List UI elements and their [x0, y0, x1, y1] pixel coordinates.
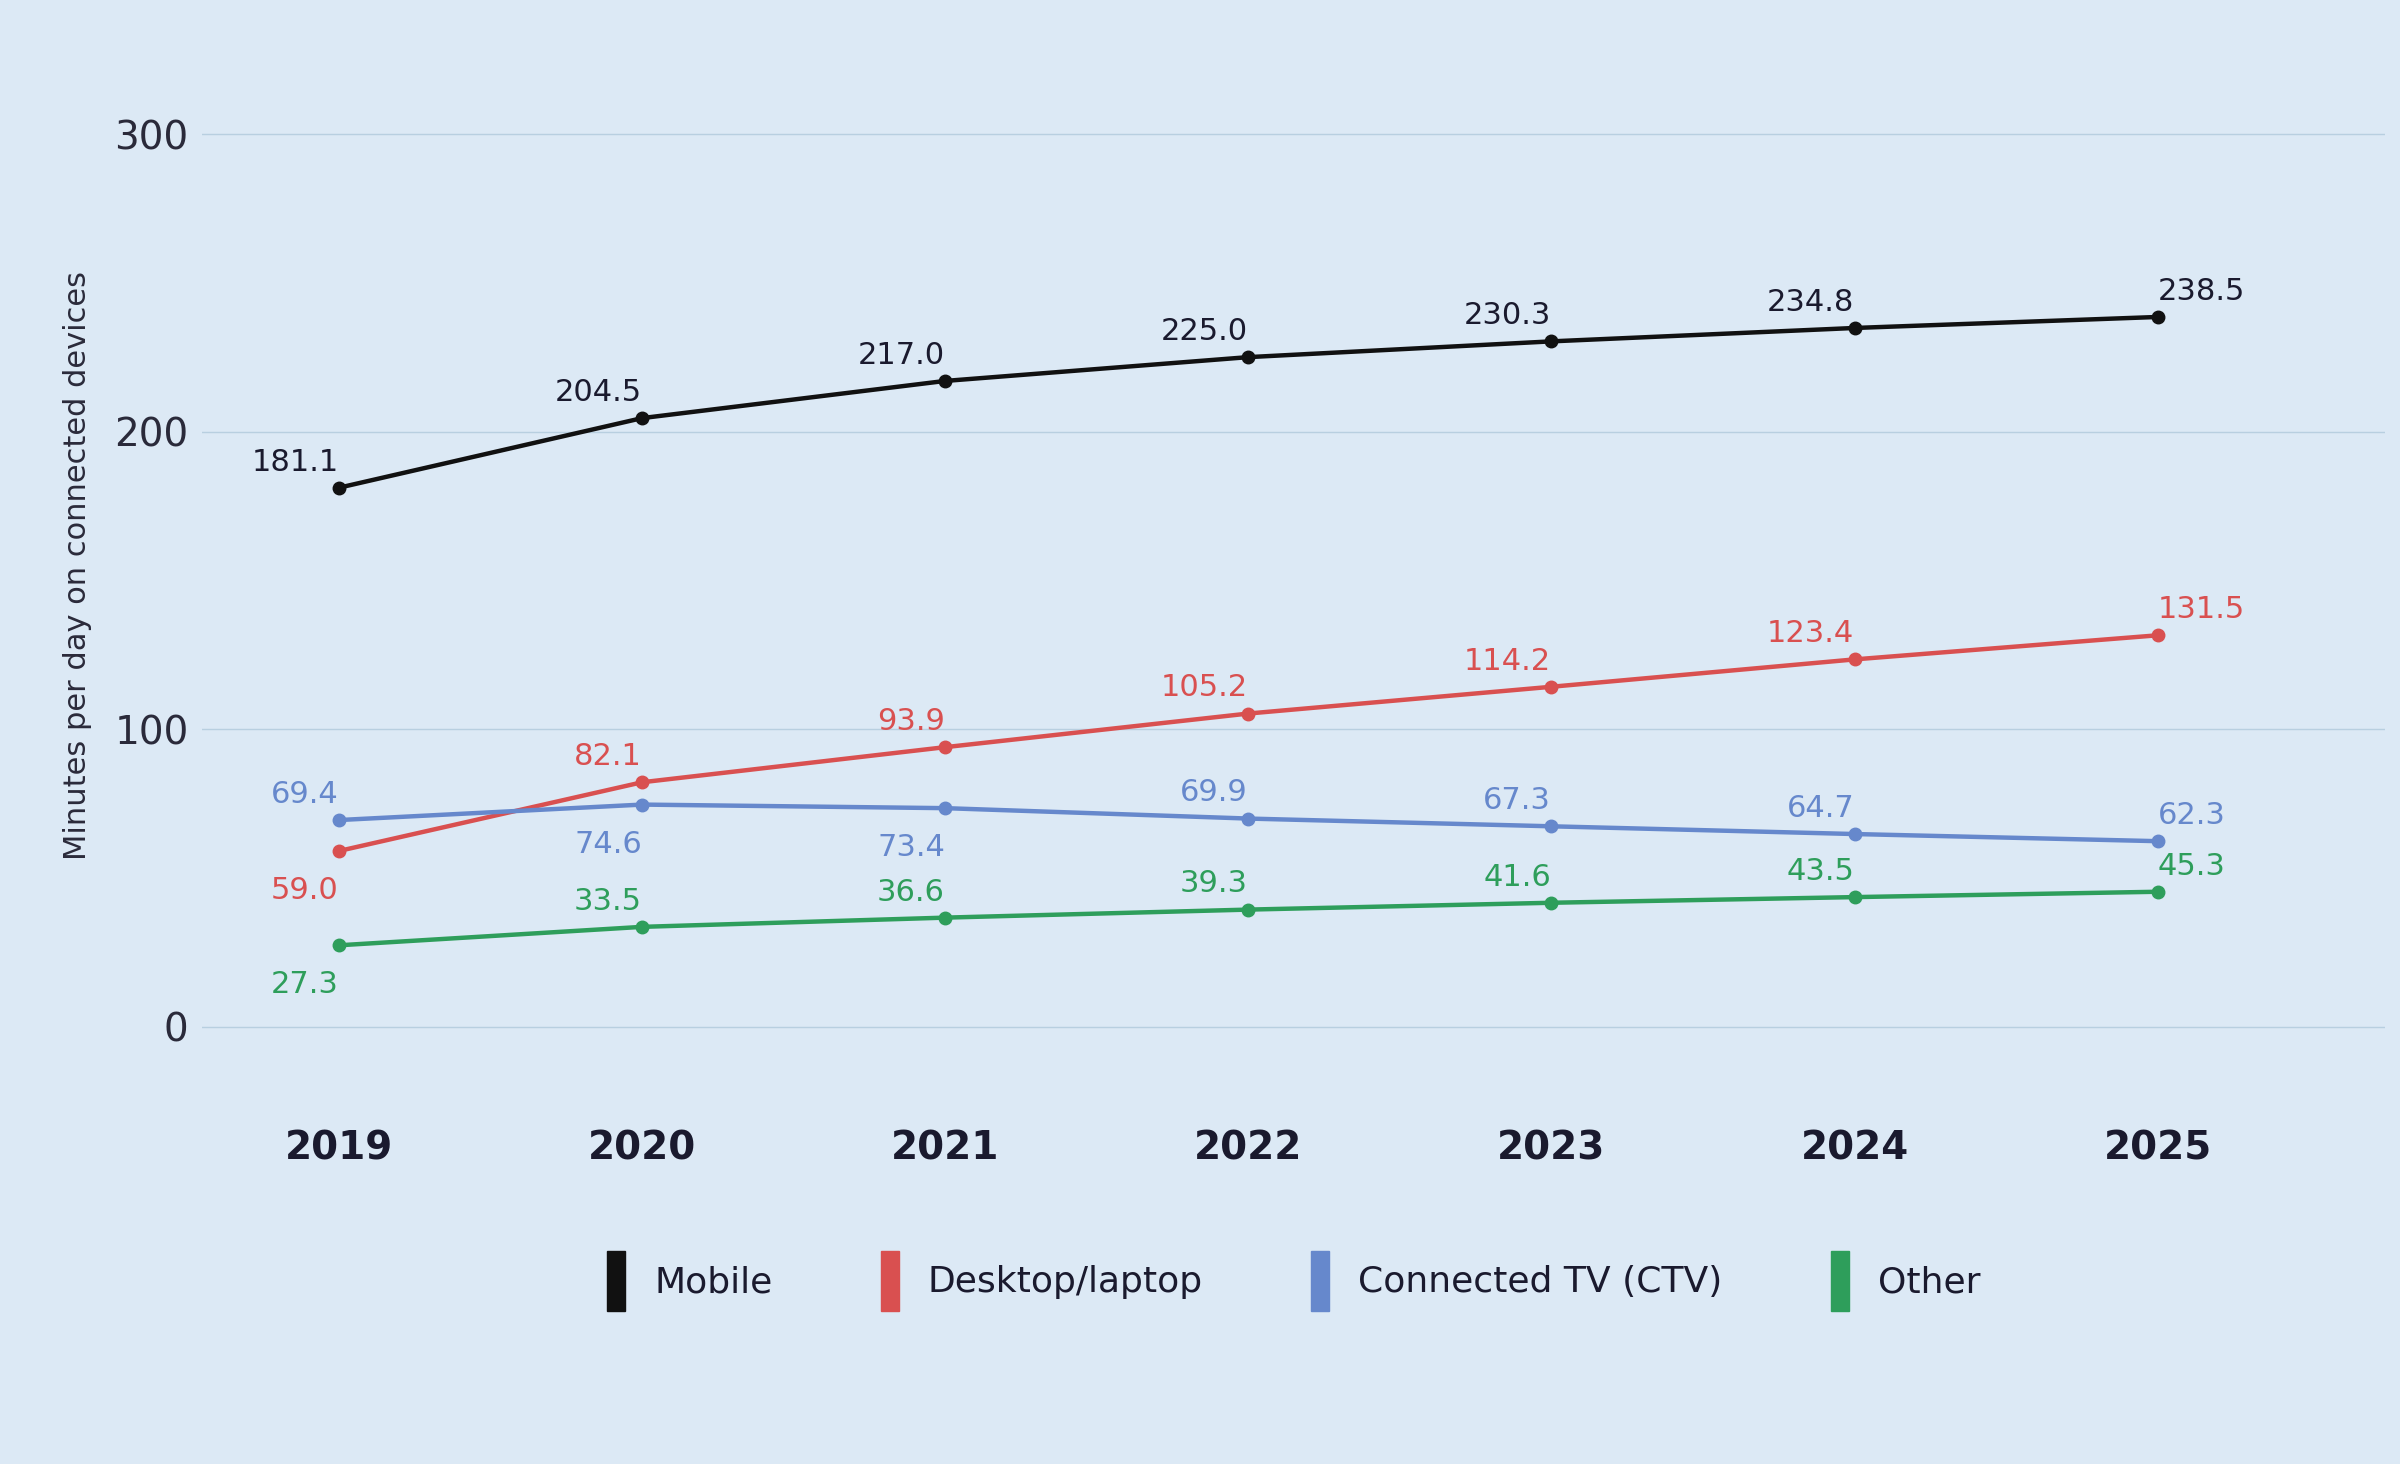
- Text: 105.2: 105.2: [1162, 673, 1248, 703]
- Other: [931, 909, 960, 927]
- Text: 33.5: 33.5: [574, 887, 641, 916]
- Text: 204.5: 204.5: [554, 378, 641, 407]
- Text: 181.1: 181.1: [252, 448, 338, 477]
- Mobile: [629, 410, 658, 427]
- Text: 39.3: 39.3: [1181, 870, 1248, 899]
- Text: 93.9: 93.9: [876, 707, 946, 736]
- Text: 27.3: 27.3: [271, 971, 338, 1000]
- Mobile: [1536, 332, 1565, 350]
- Connected TV (CTV): [2143, 833, 2172, 851]
- Text: 82.1: 82.1: [574, 742, 641, 772]
- Connected TV (CTV): [931, 799, 960, 817]
- Text: 62.3: 62.3: [2158, 801, 2225, 830]
- Line: Desktop/laptop: Desktop/laptop: [334, 630, 2165, 858]
- Text: 114.2: 114.2: [1464, 647, 1550, 676]
- Mobile: [1234, 348, 1262, 366]
- Text: 36.6: 36.6: [876, 877, 946, 906]
- Line: Mobile: Mobile: [334, 310, 2165, 493]
- Text: 73.4: 73.4: [876, 833, 946, 862]
- Text: 41.6: 41.6: [1483, 862, 1550, 892]
- Connected TV (CTV): [1841, 826, 1870, 843]
- Desktop/laptop: [2143, 627, 2172, 644]
- Text: 43.5: 43.5: [1786, 856, 1855, 886]
- Other: [1841, 889, 1870, 906]
- Text: 238.5: 238.5: [2158, 277, 2244, 306]
- Line: Other: Other: [334, 886, 2165, 952]
- Text: 234.8: 234.8: [1766, 288, 1855, 316]
- Desktop/laptop: [931, 738, 960, 755]
- Legend: Mobile, Desktop/laptop, Connected TV (CTV), Other: Mobile, Desktop/laptop, Connected TV (CT…: [590, 1233, 1999, 1329]
- Connected TV (CTV): [324, 811, 353, 829]
- Text: 59.0: 59.0: [271, 875, 338, 905]
- Desktop/laptop: [324, 842, 353, 859]
- Other: [629, 918, 658, 935]
- Mobile: [1841, 319, 1870, 337]
- Other: [1234, 900, 1262, 918]
- Text: 123.4: 123.4: [1766, 619, 1855, 649]
- Mobile: [324, 479, 353, 496]
- Text: 230.3: 230.3: [1464, 302, 1550, 331]
- Connected TV (CTV): [1536, 817, 1565, 834]
- Desktop/laptop: [629, 773, 658, 791]
- Text: 225.0: 225.0: [1162, 318, 1248, 346]
- Mobile: [931, 372, 960, 389]
- Text: 74.6: 74.6: [574, 830, 641, 858]
- Connected TV (CTV): [1234, 810, 1262, 827]
- Text: 69.4: 69.4: [271, 780, 338, 810]
- Y-axis label: Minutes per day on connected devices: Minutes per day on connected devices: [62, 271, 91, 859]
- Other: [324, 937, 353, 955]
- Desktop/laptop: [1841, 650, 1870, 668]
- Text: 131.5: 131.5: [2158, 596, 2244, 624]
- Text: 67.3: 67.3: [1483, 786, 1550, 815]
- Desktop/laptop: [1234, 704, 1262, 722]
- Other: [2143, 883, 2172, 900]
- Connected TV (CTV): [629, 796, 658, 814]
- Text: 69.9: 69.9: [1181, 779, 1248, 808]
- Text: 45.3: 45.3: [2158, 852, 2225, 881]
- Desktop/laptop: [1536, 678, 1565, 695]
- Mobile: [2143, 309, 2172, 326]
- Text: 217.0: 217.0: [857, 341, 946, 370]
- Text: 64.7: 64.7: [1786, 793, 1855, 823]
- Other: [1536, 895, 1565, 912]
- Line: Connected TV (CTV): Connected TV (CTV): [334, 798, 2165, 848]
